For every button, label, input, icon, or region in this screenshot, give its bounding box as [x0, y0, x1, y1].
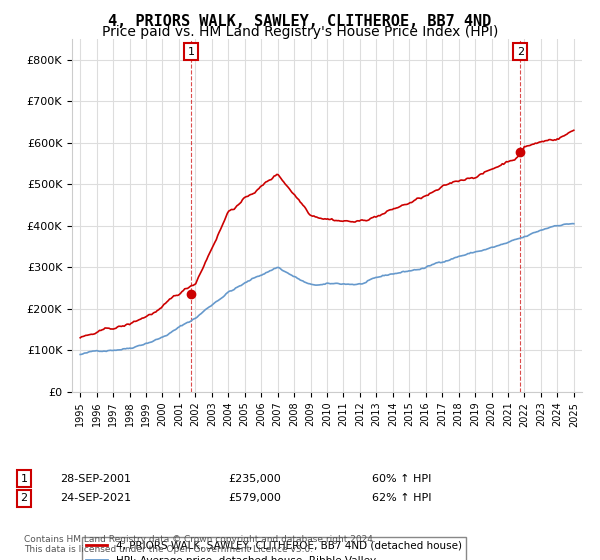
Text: 1: 1 — [20, 474, 28, 484]
Text: 1: 1 — [188, 46, 195, 57]
Text: 24-SEP-2021: 24-SEP-2021 — [60, 493, 131, 503]
Text: 4, PRIORS WALK, SAWLEY, CLITHEROE, BB7 4ND: 4, PRIORS WALK, SAWLEY, CLITHEROE, BB7 4… — [109, 14, 491, 29]
Text: Contains HM Land Registry data © Crown copyright and database right 2024.
This d: Contains HM Land Registry data © Crown c… — [24, 535, 376, 554]
Text: 62% ↑ HPI: 62% ↑ HPI — [372, 493, 431, 503]
Legend: 4, PRIORS WALK, SAWLEY, CLITHEROE, BB7 4ND (detached house), HPI: Average price,: 4, PRIORS WALK, SAWLEY, CLITHEROE, BB7 4… — [82, 536, 466, 560]
Text: £235,000: £235,000 — [228, 474, 281, 484]
Text: 2: 2 — [20, 493, 28, 503]
Text: Price paid vs. HM Land Registry's House Price Index (HPI): Price paid vs. HM Land Registry's House … — [102, 25, 498, 39]
Text: £579,000: £579,000 — [228, 493, 281, 503]
Text: 28-SEP-2001: 28-SEP-2001 — [60, 474, 131, 484]
Text: 60% ↑ HPI: 60% ↑ HPI — [372, 474, 431, 484]
Text: 2: 2 — [517, 46, 524, 57]
